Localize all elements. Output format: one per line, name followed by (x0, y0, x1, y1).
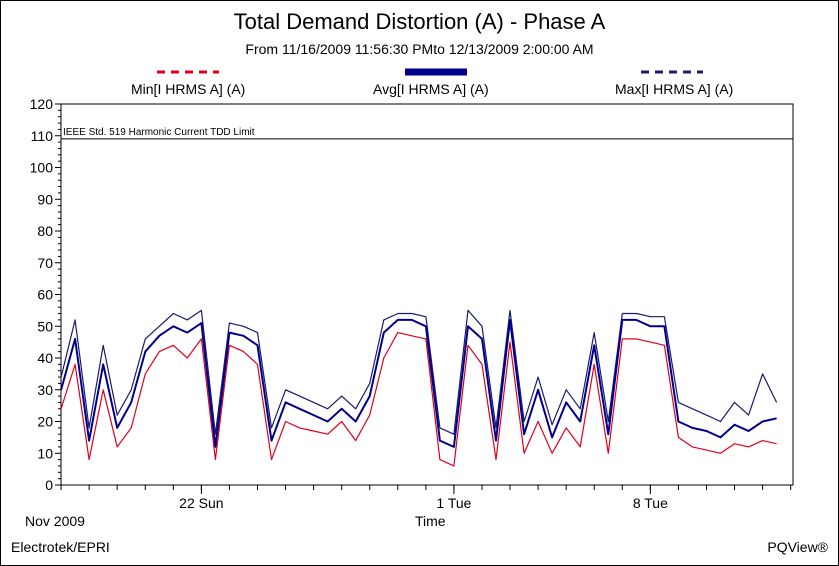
y-tick-label-60: 60 (37, 287, 53, 303)
legend-label-avg: Avg[I HRMS A] (A) (373, 81, 489, 97)
series-line-0 (60, 332, 777, 467)
plot-area-border (60, 103, 794, 486)
y-tick-label-80: 80 (37, 223, 53, 239)
y-tick-label-90: 90 (37, 191, 53, 207)
y-tick-label-30: 30 (37, 382, 53, 398)
y-tick-label-20: 20 (37, 414, 53, 430)
period-label: Nov 2009 (25, 513, 85, 529)
reference-line-label: IEEE Std. 519 Harmonic Current TDD Limit (63, 127, 255, 138)
y-tick-label-40: 40 (37, 350, 53, 366)
chart-subtitle: From 11/16/2009 11:56:30 PMto 12/13/2009… (245, 41, 594, 57)
series-line-1 (60, 318, 777, 448)
y-tick-label-50: 50 (37, 318, 53, 334)
y-tick-label-10: 10 (37, 445, 53, 461)
footer-left: Electrotek/EPRI (11, 539, 110, 555)
footer-right: PQView® (767, 539, 828, 555)
x-axis-label: Time (415, 513, 446, 529)
x-tick-label-0: 22 Sun (179, 495, 223, 511)
series-line-2 (60, 309, 778, 435)
y-tick-label-110: 110 (31, 128, 54, 144)
y-tick-label-100: 100 (30, 160, 54, 176)
y-tick-label-0: 0 (45, 477, 53, 493)
legend-label-min: Min[I HRMS A] (A) (131, 81, 246, 97)
x-tick-label-1: 1 Tue (436, 495, 471, 511)
chart-title: Total Demand Distortion (A) - Phase A (233, 9, 606, 34)
y-tick-label-120: 120 (30, 96, 54, 112)
x-tick-label-2: 8 Tue (633, 495, 668, 511)
y-tick-label-70: 70 (37, 255, 53, 271)
legend-label-max: Max[I HRMS A] (A) (615, 81, 734, 97)
